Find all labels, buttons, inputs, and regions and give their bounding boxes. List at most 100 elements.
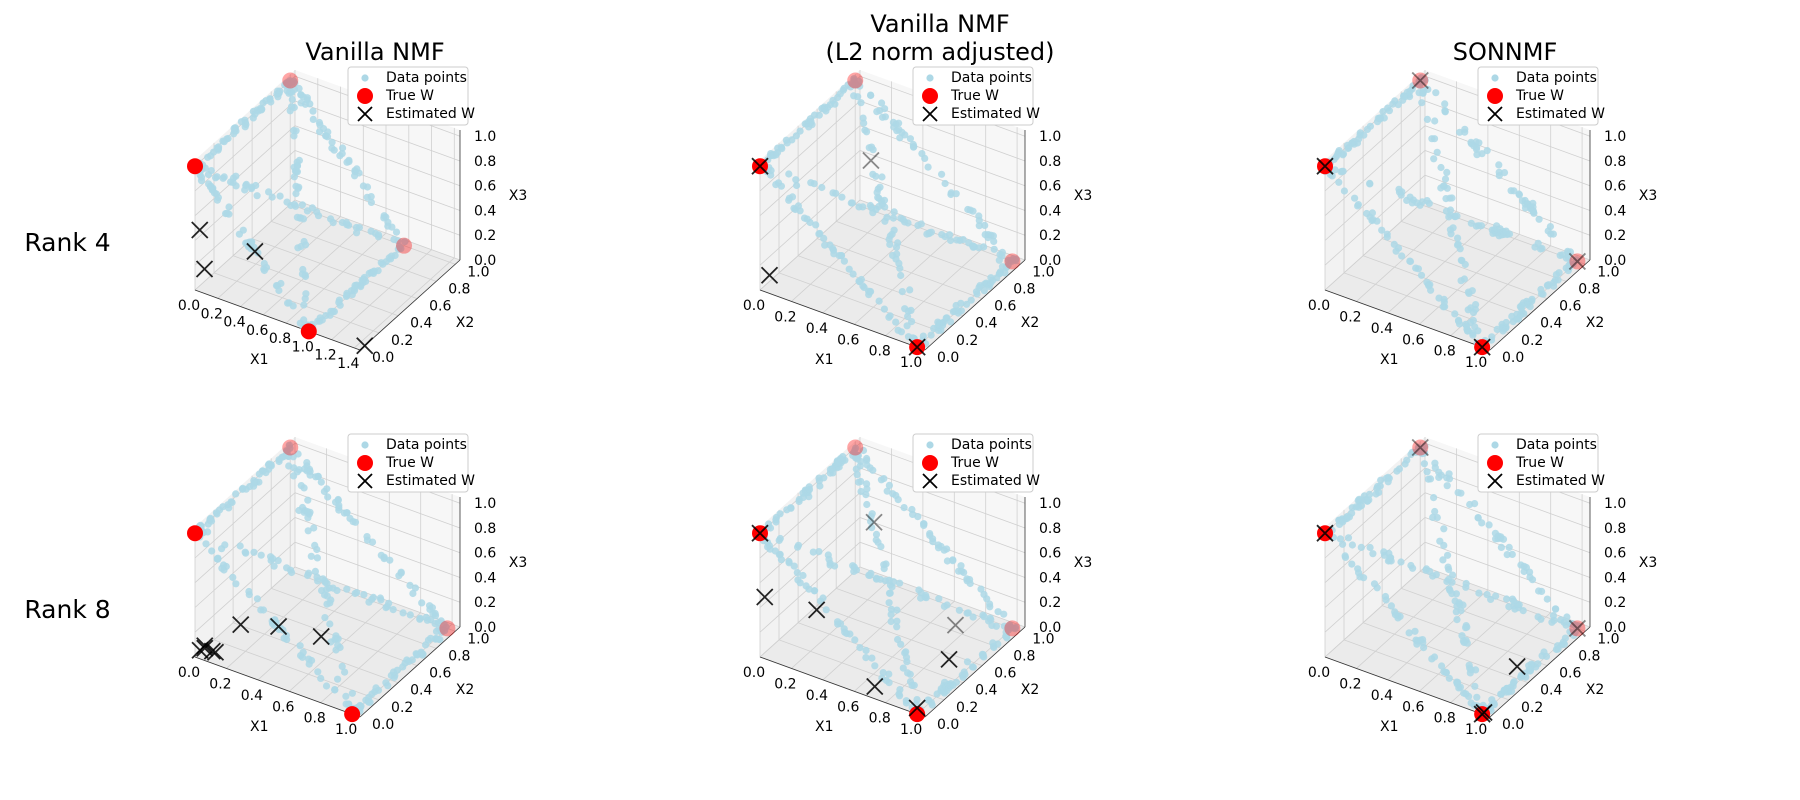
data-point <box>850 563 858 571</box>
x2-tick-label: 1.0 <box>1032 631 1054 647</box>
data-point <box>1558 251 1566 259</box>
x2-tick-label: 1.0 <box>467 264 489 280</box>
data-point <box>257 551 265 559</box>
data-point <box>960 668 968 676</box>
panel-title-line: SONNMF <box>1452 38 1558 66</box>
plot-svg: 0.00.20.40.60.81.0 0.00.20.40.60.81.00.00… <box>1308 433 1657 738</box>
data-point <box>994 608 1002 616</box>
data-point <box>876 575 884 583</box>
legend-label-true: True W <box>950 88 999 104</box>
data-point <box>297 99 305 107</box>
data-point <box>241 123 249 131</box>
data-point <box>1406 87 1414 95</box>
panel-r1-c1: Vanilla NMF 0.0 0.2 0.4 0.6 0.8 1.0 1.2 1.4 0.0 0… <box>95 0 655 372</box>
x2-tick-label: 0.4 <box>975 683 997 699</box>
x1-tick-label: 0.2 <box>1339 676 1361 692</box>
data-point <box>288 95 296 104</box>
x1-axis-line <box>1324 656 1491 718</box>
x3-tick-label: 0.0 <box>474 253 496 269</box>
estimated-w-stroke <box>1508 657 1526 676</box>
x1-tick-label: 0.4 <box>806 688 828 704</box>
data-point <box>983 595 991 603</box>
data-point <box>285 462 293 470</box>
data-point <box>334 495 342 504</box>
data-point <box>391 251 399 260</box>
data-point <box>292 127 300 135</box>
data-point <box>1522 673 1530 681</box>
axes-3d: 0.00.20.40.60.81.0 0.00.20.40.60.81.00.00… <box>743 66 1092 371</box>
legend-true-marker <box>357 455 373 471</box>
data-point <box>1535 215 1543 223</box>
data-point <box>926 531 934 539</box>
data-point <box>1507 687 1516 695</box>
data-point <box>868 510 876 518</box>
panel-r2-c2: 0.0 0.2 0.4 0.6 0.8 1.0 0.0 0.2 0.4 0.6 0.8 1.0 0.0 0… <box>660 367 1220 738</box>
x1-tick-label: 0.2 <box>774 309 796 325</box>
estimated-w-marker <box>1508 657 1526 676</box>
panel-title: Vanilla NMF (L2 norm adjusted) <box>660 10 1220 66</box>
data-point <box>917 594 925 602</box>
x1-tick-label: 0.6 <box>837 699 859 715</box>
data-point <box>1420 460 1428 468</box>
data-point <box>1433 148 1441 156</box>
data-point <box>1429 513 1437 521</box>
data-point <box>1437 471 1445 479</box>
data-point <box>828 465 836 473</box>
data-point <box>1419 89 1427 97</box>
data-point <box>792 132 800 140</box>
data-point <box>1495 168 1503 176</box>
data-point <box>1497 543 1505 551</box>
data-point <box>1426 475 1435 483</box>
x2-axis-label: X2 <box>1021 682 1040 698</box>
data-point <box>849 79 857 87</box>
estimated-w-stroke <box>1411 438 1429 457</box>
data-point <box>348 689 356 697</box>
data-point <box>1395 465 1403 473</box>
data-point <box>775 536 783 544</box>
estimated-w-marker <box>865 513 883 531</box>
estimated-w-marker <box>357 106 373 122</box>
data-point <box>953 236 961 244</box>
data-point <box>816 482 824 490</box>
data-point <box>285 299 293 307</box>
data-point <box>1356 131 1364 139</box>
x3-tick-label: 0.6 <box>1039 179 1061 195</box>
data-point <box>1487 336 1496 344</box>
data-point <box>1456 245 1464 253</box>
data-point <box>955 606 963 614</box>
data-point <box>1431 507 1439 516</box>
data-point <box>1508 550 1516 558</box>
x2-tick-label: 0.6 <box>429 299 451 315</box>
estimated-w-marker <box>1411 71 1429 90</box>
estimated-w-stroke <box>196 639 214 657</box>
estimated-w-marker <box>1473 338 1491 356</box>
x2-tick-label: 0.2 <box>956 700 978 716</box>
data-point <box>344 700 353 708</box>
legend-label-estimated: Estimated W <box>951 473 1040 489</box>
data-point <box>299 215 308 223</box>
data-point <box>357 283 365 291</box>
legend-label-true: True W <box>1515 88 1564 104</box>
data-point <box>855 277 863 285</box>
data-point <box>293 168 301 176</box>
estimated-w-marker <box>756 588 774 606</box>
x2-axis-line <box>924 626 1026 718</box>
estimated-w-points <box>751 151 926 356</box>
estimated-w-marker <box>195 260 214 278</box>
data-point <box>1564 249 1572 257</box>
x3-axis-label: X3 <box>1074 555 1093 571</box>
data-point <box>1529 207 1537 215</box>
data-point <box>1431 464 1439 472</box>
data-point <box>1443 474 1451 482</box>
data-point <box>807 117 815 126</box>
true-w-marker <box>847 72 864 89</box>
data-point <box>812 221 820 229</box>
data-point <box>1348 139 1356 147</box>
data-point <box>1566 619 1574 627</box>
data-point <box>276 192 284 200</box>
data-point <box>253 595 261 603</box>
data-point <box>940 602 948 610</box>
data-point <box>434 619 442 627</box>
data-point <box>322 585 330 594</box>
data-point <box>981 231 989 239</box>
